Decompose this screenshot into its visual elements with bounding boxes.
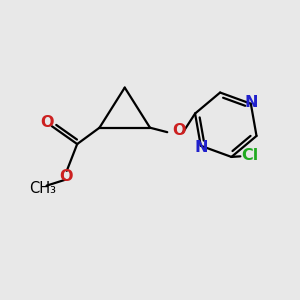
Text: N: N <box>245 95 258 110</box>
Text: N: N <box>195 140 208 155</box>
Text: Cl: Cl <box>241 148 259 163</box>
Text: O: O <box>172 123 186 138</box>
Text: CH₃: CH₃ <box>29 181 56 196</box>
Text: O: O <box>59 169 73 184</box>
Text: O: O <box>40 115 53 130</box>
